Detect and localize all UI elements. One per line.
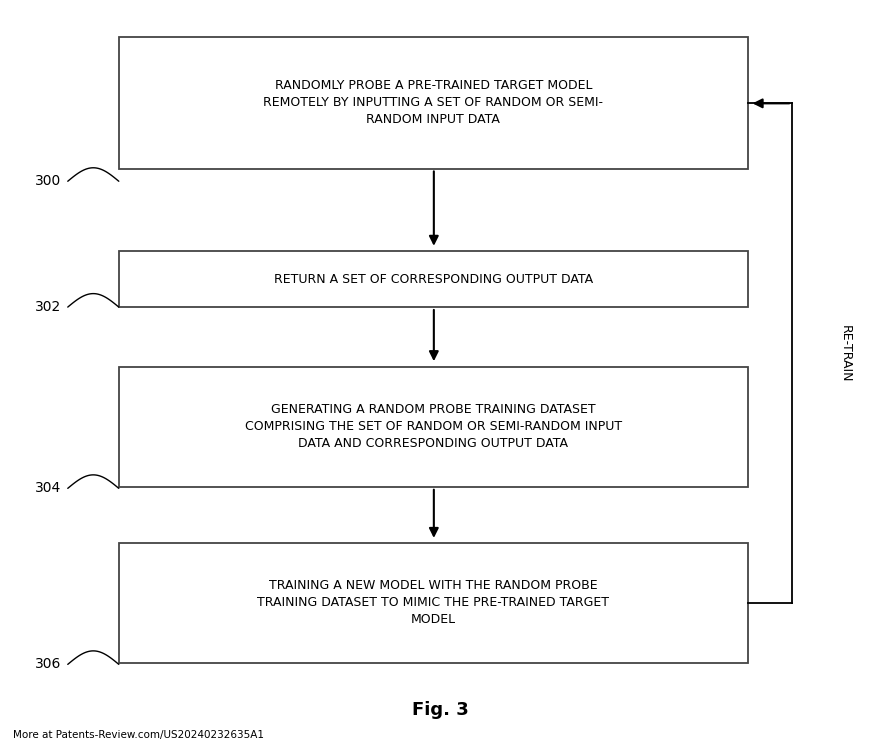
Text: Fig. 3: Fig. 3 (412, 701, 468, 719)
Text: 306: 306 (35, 658, 62, 671)
Text: TRAINING A NEW MODEL WITH THE RANDOM PROBE
TRAINING DATASET TO MIMIC THE PRE-TRA: TRAINING A NEW MODEL WITH THE RANDOM PRO… (258, 580, 610, 626)
Text: RE-TRAIN: RE-TRAIN (839, 325, 851, 382)
Text: 302: 302 (35, 300, 62, 314)
Text: RANDOMLY PROBE A PRE-TRAINED TARGET MODEL
REMOTELY BY INPUTTING A SET OF RANDOM : RANDOMLY PROBE A PRE-TRAINED TARGET MODE… (263, 79, 604, 127)
Text: 300: 300 (35, 175, 62, 188)
FancyBboxPatch shape (119, 37, 748, 169)
Text: 304: 304 (35, 482, 62, 495)
FancyBboxPatch shape (119, 367, 748, 487)
FancyBboxPatch shape (119, 543, 748, 663)
Text: GENERATING A RANDOM PROBE TRAINING DATASET
COMPRISING THE SET OF RANDOM OR SEMI-: GENERATING A RANDOM PROBE TRAINING DATAS… (245, 404, 622, 450)
Text: More at Patents-Review.com/US20240232635A1: More at Patents-Review.com/US20240232635… (13, 730, 264, 740)
FancyBboxPatch shape (119, 251, 748, 307)
Text: RETURN A SET OF CORRESPONDING OUTPUT DATA: RETURN A SET OF CORRESPONDING OUTPUT DAT… (274, 273, 593, 285)
